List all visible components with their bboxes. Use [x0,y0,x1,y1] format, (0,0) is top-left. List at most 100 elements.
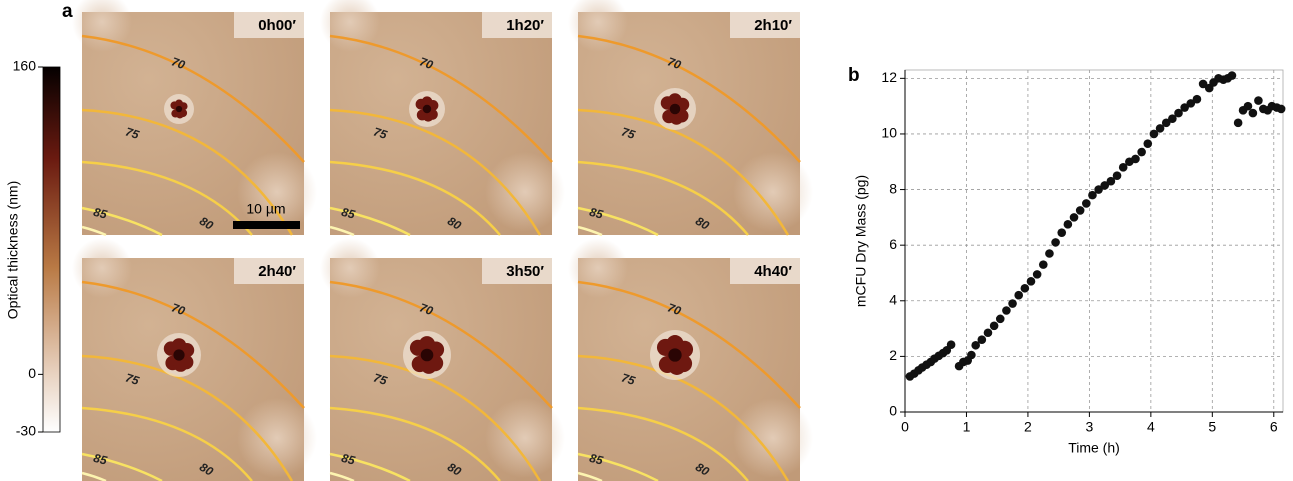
contour [577,452,659,481]
contour-label: 75 [620,370,637,388]
data-point [1094,185,1103,194]
data-point [977,335,987,345]
contour-label: 70 [418,300,436,318]
image-tile: 70 75 80 85 3h50′ [320,238,565,481]
contour [329,406,501,481]
data-point [1020,283,1030,293]
data-point [971,340,980,350]
contour [577,354,790,481]
time-label: 3h50′ [506,263,544,280]
data-point [1198,79,1208,89]
contour-label: 85 [92,451,109,468]
cell-core [668,348,682,362]
contour-label: 70 [170,54,188,72]
contour [329,471,355,481]
contour [81,160,253,236]
data-point [1026,277,1036,286]
contour [329,206,411,237]
contour-label: 85 [340,205,357,222]
y-tick-label: 8 [889,180,897,196]
tile-spot [733,152,813,232]
contour [577,280,801,409]
contour-label: 80 [693,214,712,233]
contour [81,108,294,236]
cell-core [420,348,434,362]
data-point [1243,101,1253,111]
contour [81,34,305,163]
data-point [1131,154,1140,164]
data-point [1069,213,1079,222]
tile-spot [72,0,132,52]
tile-spot [485,398,565,478]
data-point [1233,118,1243,128]
data-point [1051,238,1060,247]
cell [173,357,188,372]
time-label-bg [730,258,800,284]
panel-label: a [62,1,73,22]
cell [418,336,436,353]
image-tile: 70 75 80 85 2h40′ [72,238,317,481]
time-label: 0h00′ [258,17,296,34]
data-point [1014,290,1024,300]
contour [577,206,659,237]
contour [577,225,603,237]
cell [171,338,187,353]
data-point [1057,228,1067,237]
data-point [1063,220,1073,229]
x-tick-label: 2 [1024,419,1032,435]
contour [81,280,305,409]
contour-label: 80 [445,214,464,233]
y-tick-label: 4 [889,291,897,307]
cell-core [173,349,185,361]
contour-label: 75 [372,370,389,388]
contour [329,452,411,481]
time-label-bg [730,12,800,38]
data-point [1082,199,1091,208]
data-point [1032,270,1042,279]
data-point [1118,163,1128,172]
data-point [1008,299,1017,308]
time-label: 2h10′ [754,17,792,34]
contour-label: 80 [445,460,464,479]
data-point [1149,129,1159,139]
time-label-bg [482,12,552,38]
time-label-bg [234,258,304,284]
data-point [1227,71,1237,80]
data-point [1075,206,1085,215]
contour-label: 85 [588,451,605,468]
contour-label: 70 [418,54,436,72]
colorbar-tick-label: -30 [16,423,36,439]
image-tile: 70 75 80 85 0h00′ 10 µm [72,0,317,237]
data-point [1180,103,1189,112]
contour-label: 70 [666,300,684,318]
data-point [995,314,1005,324]
data-point [946,340,956,350]
data-point [1045,249,1054,258]
colorbar-tick-label: 160 [13,58,37,74]
cell [421,96,433,108]
time-label-bg [482,258,552,284]
cell [666,335,684,353]
contour-label: 85 [92,205,109,222]
data-point [1137,147,1146,157]
x-tick-label: 6 [1270,419,1278,435]
data-point [983,328,993,338]
time-label: 1h20′ [506,17,544,34]
time-label: 2h40′ [258,263,296,280]
contour [577,108,790,236]
scale-bar-label: 10 µm [246,201,285,217]
tile-spot [237,152,317,232]
time-label-bg [234,12,304,38]
tile-spot [237,398,317,478]
y-tick-label: 12 [881,69,897,85]
x-tick-label: 3 [1085,419,1093,435]
data-point [1038,260,1048,269]
panel-label: b [848,65,860,86]
x-tick-label: 4 [1147,419,1155,435]
tile-spot [485,152,565,232]
contour [577,34,801,163]
x-tick-label: 1 [963,419,971,435]
data-point [1168,114,1177,123]
tile-spot [733,398,813,478]
